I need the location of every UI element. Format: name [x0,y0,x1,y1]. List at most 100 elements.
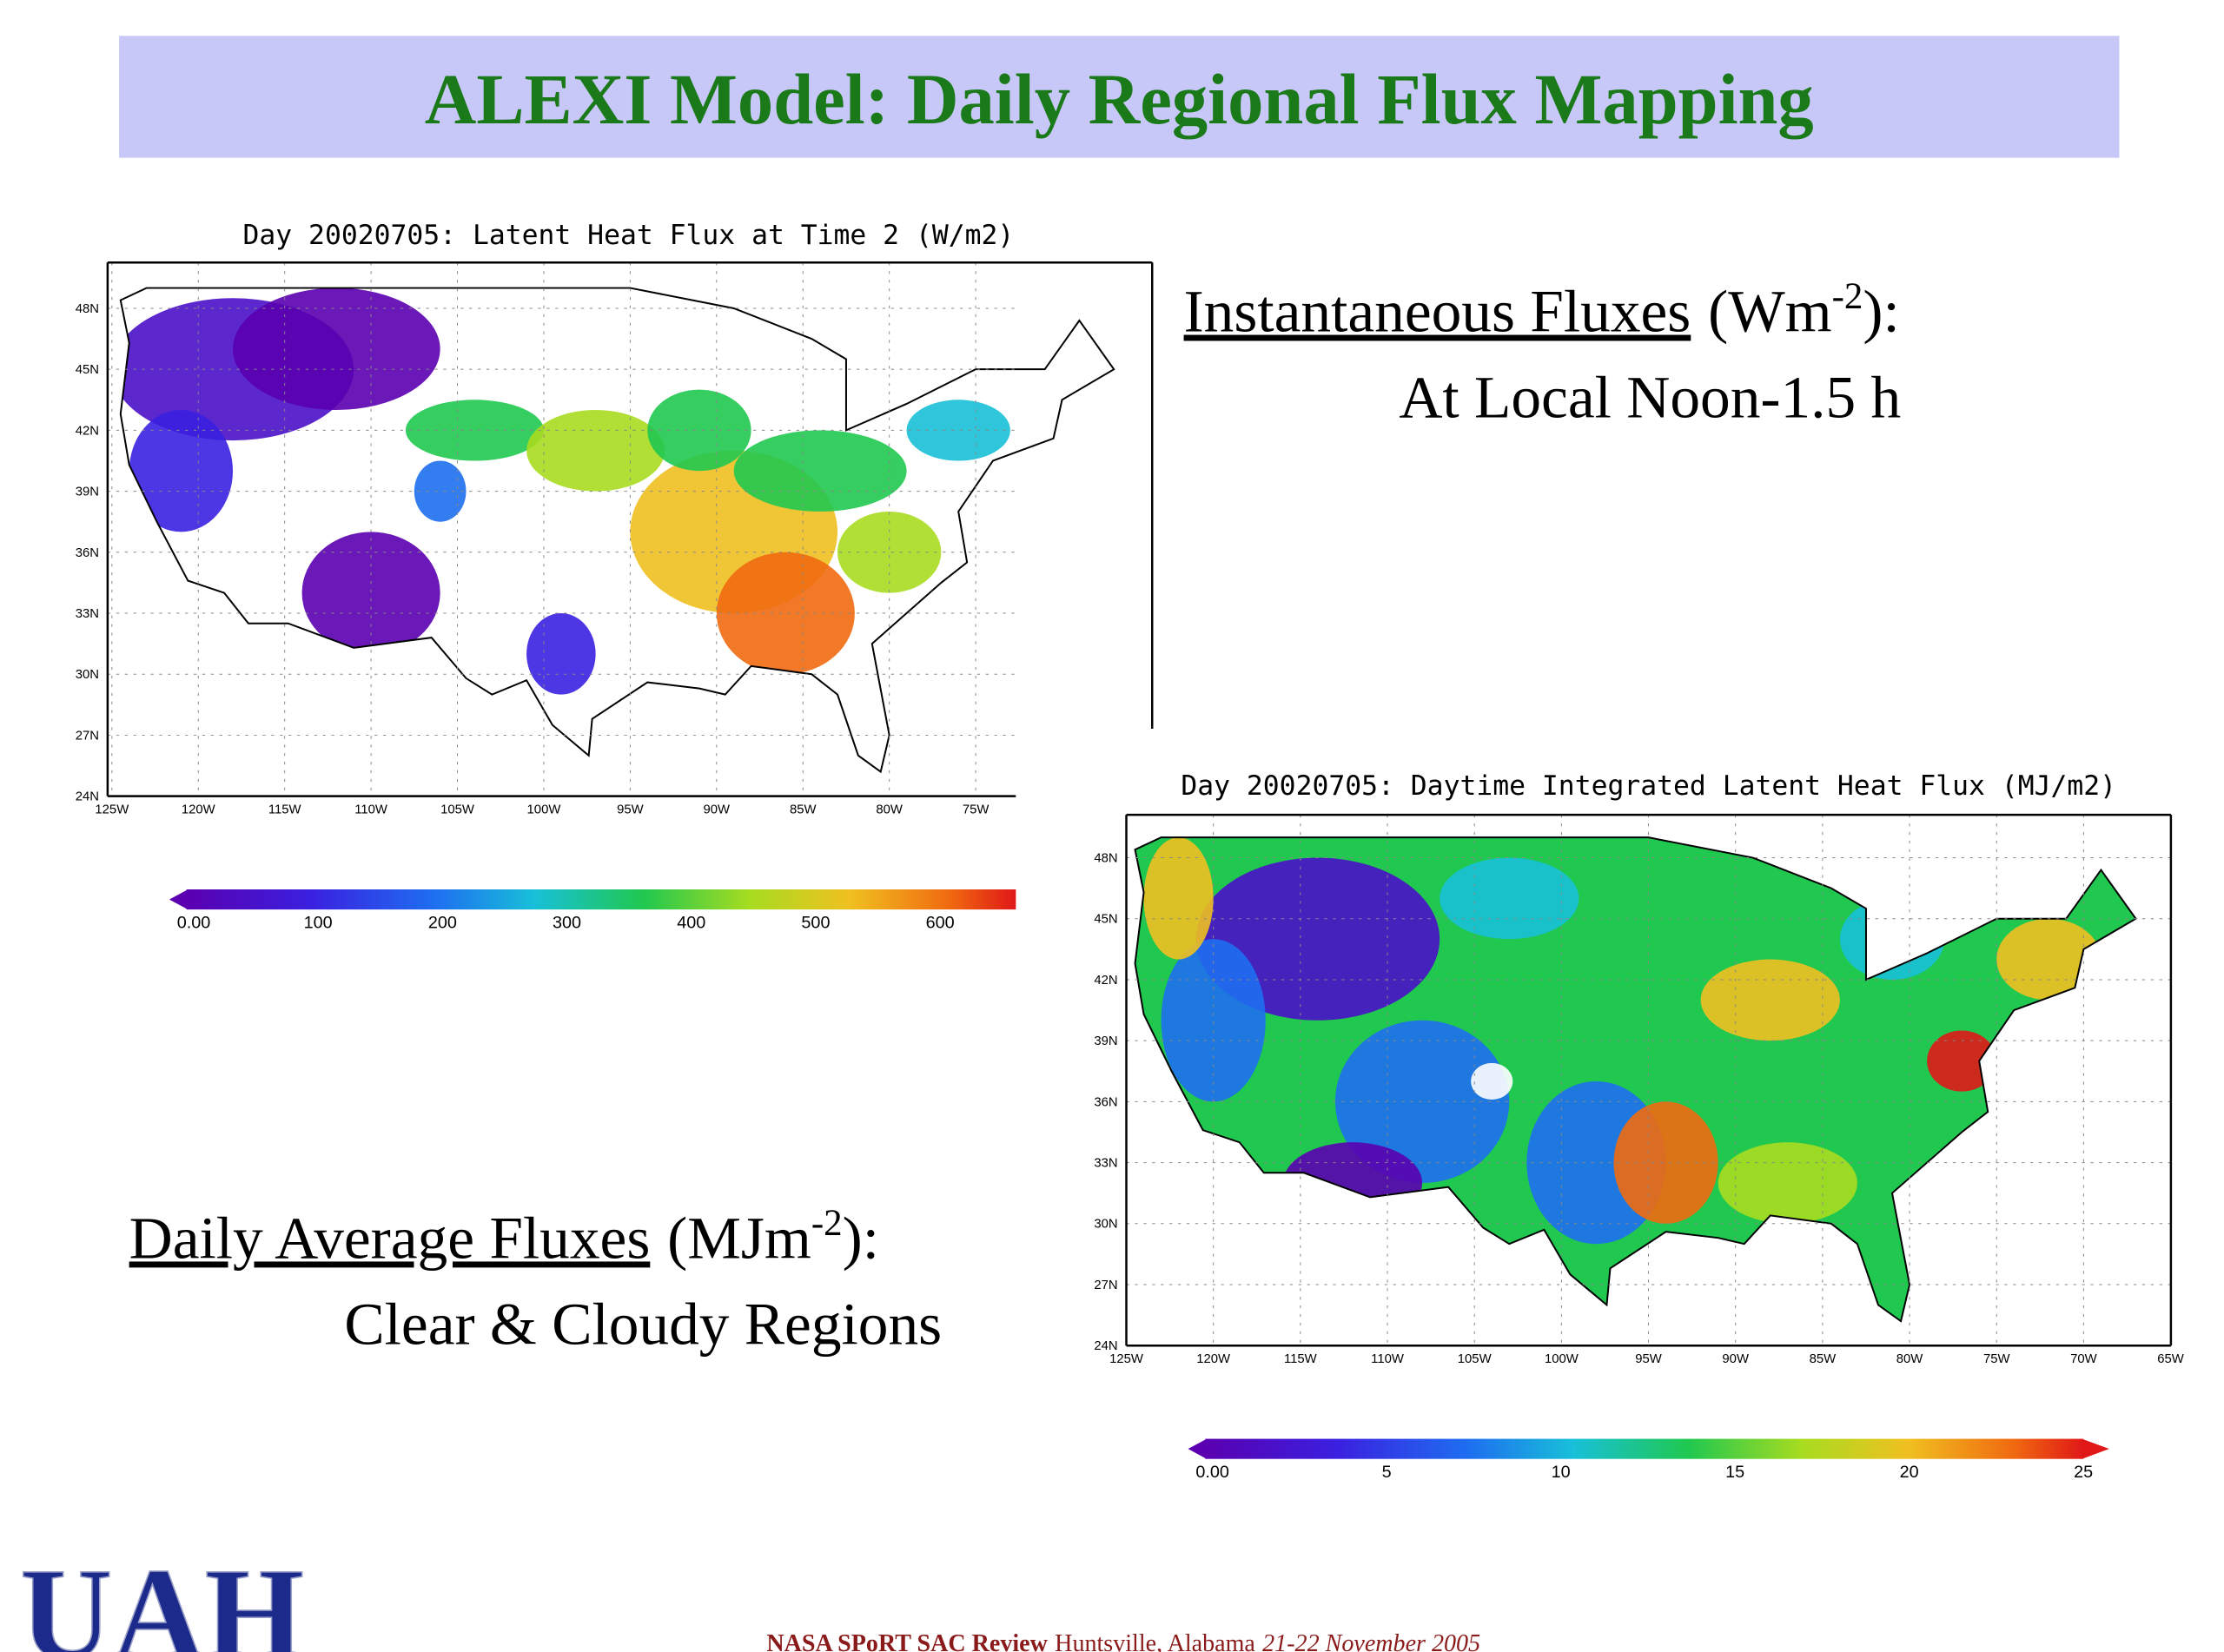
flux-region [1927,1030,1997,1092]
flux-region [1282,1142,1423,1224]
note-unit: (MJm [667,1205,811,1272]
note-detail: Clear & Cloudy Regions [344,1292,942,1358]
flux-region [526,409,665,492]
flux-region [1143,837,1214,960]
note-exponent: -2 [1832,276,1863,317]
lon-label: 75W [1983,1352,2010,1366]
lon-label: 120W [182,803,215,816]
note-exponent: -2 [811,1203,843,1244]
colorbar-label: 400 [677,914,705,933]
flux-region [716,552,855,675]
colorbar-label: 100 [304,914,333,933]
lon-label: 80W [876,803,903,816]
colorbar-label: 200 [428,914,457,933]
footer-dates: 21-22 November 2005 [1262,1630,1480,1652]
map-title: Day 20020705: Latent Heat Flux at Time 2… [243,220,1015,251]
colorbar [1205,1438,2084,1459]
note-suffix: ): [1863,279,1899,346]
colorbar-label: 5 [1382,1463,1392,1482]
lon-label: 85W [790,803,817,816]
flux-region [405,400,544,461]
lon-label: 95W [1635,1352,1662,1366]
lat-label: 42N [1094,974,1117,988]
flux-region [414,460,467,522]
colorbar-arrow [169,889,189,910]
lat-label: 42N [76,424,99,438]
footer: NASA SPoRT SAC Review Huntsville, Alabama… [766,1630,1480,1652]
lon-label: 95W [617,803,644,816]
colorbar-label: 0.00 [1195,1463,1229,1482]
colorbar-label: 25 [2074,1463,2093,1482]
lon-label: 125W [95,803,129,816]
flux-region [1334,1020,1510,1183]
lon-label: 125W [1109,1352,1143,1366]
lat-label: 39N [1094,1034,1117,1048]
coastline [119,287,1115,774]
flux-region [1440,857,1579,940]
lat-label: 48N [1094,851,1117,865]
colorbar-arrow [1188,1438,1208,1459]
lon-label: 110W [1371,1352,1404,1366]
lon-label: 110W [354,803,387,816]
note-heading-text: Daily Average Fluxes [129,1205,651,1272]
lon-label: 120W [1196,1352,1230,1366]
flux-region [129,409,234,532]
lat-label: 24N [1094,1339,1117,1353]
lon-label: 90W [1722,1352,1749,1366]
note-heading-text: Instantaneous Fluxes [1184,279,1691,346]
flux-region [301,532,440,654]
lon-label: 105W [1458,1352,1492,1366]
lat-label: 30N [1094,1218,1117,1232]
lon-label: 90W [704,803,731,816]
title-banner [119,36,2120,158]
flux-region [1471,1062,1513,1100]
colorbar-label: 500 [801,914,830,933]
note-heading: Daily Average Fluxes (MJm-2): [129,1203,879,1272]
flux-region [1613,1101,1718,1224]
lat-label: 39N [76,486,99,499]
lat-label: 48N [76,302,99,316]
flux-region [1700,959,1840,1041]
lat-label: 33N [76,607,99,621]
lon-label: 75W [963,803,990,816]
colorbar-label: 10 [1552,1463,1571,1482]
colorbar [186,889,1016,910]
lon-label: 115W [268,803,301,816]
map-title: Day 20020705: Daytime Integrated Latent … [1181,770,2116,802]
flux-region [906,400,1010,461]
colorbar-label: 20 [1900,1463,1919,1482]
colorbar-label: 300 [553,914,581,933]
note-detail: At Local Noon-1.5 h [1399,365,1901,432]
flux-region [233,287,440,410]
colorbar-label: 0.00 [177,914,211,933]
lat-label: 45N [1094,913,1117,927]
flux-region [1996,918,2102,1001]
lat-label: 24N [76,790,99,804]
map-body [120,287,1016,772]
lon-label: 80W [1896,1352,1923,1366]
flux-region [837,511,942,593]
flux-region [647,389,751,472]
colorbar-arrow [2082,1438,2109,1459]
lon-label: 105W [440,803,474,816]
lat-label: 27N [76,729,99,743]
lon-label: 70W [2070,1352,2097,1366]
lat-label: 30N [76,668,99,682]
flux-region [526,613,596,695]
lat-label: 33N [1094,1157,1117,1171]
flux-region [1718,1142,1857,1224]
lat-label: 45N [76,363,99,377]
flux-region [733,430,907,512]
footer-place: Huntsville, Alabama [1055,1630,1255,1652]
slide-title: ALEXI Model: Daily Regional Flux Mapping [425,59,1814,139]
map-panel: Day 20020705: Daytime Integrated Latent … [1094,770,2184,1482]
lon-label: 115W [1284,1352,1317,1366]
coastline [1134,836,2137,1323]
lon-label: 100W [527,803,561,816]
lat-label: 36N [1094,1095,1117,1109]
footer-event: NASA SPoRT SAC Review [766,1630,1048,1652]
lon-label: 65W [2157,1352,2184,1366]
note-heading: Instantaneous Fluxes (Wm-2): [1184,276,1900,345]
